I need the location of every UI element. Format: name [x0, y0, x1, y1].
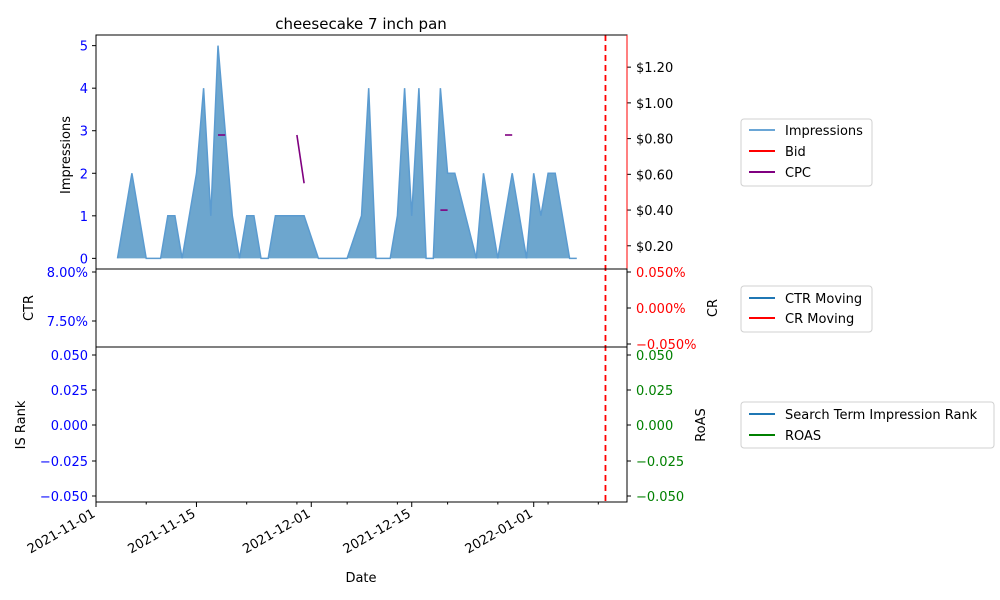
is-rank-tick-label: −0.050 [40, 490, 88, 505]
ctr-panel: 8.00% 7.50% 0.050% 0.000% −0.050% CTR CR [22, 266, 721, 353]
impressions-tick-label: 2 [80, 167, 88, 182]
ctr-tick-label: 8.00% [47, 266, 88, 281]
cpc-tick-label: $1.20 [636, 61, 673, 76]
cpc-series [218, 134, 513, 211]
roas-y-label: RoAS [694, 408, 709, 442]
is-rank-tick-label: −0.025 [40, 455, 88, 470]
legend-impressions-label: Impressions [785, 124, 863, 139]
roas-tick-label: −0.050 [636, 490, 684, 505]
x-tick-label: 2021-11-15 [126, 506, 199, 557]
impressions-panel: 0 1 2 3 4 5 $0.20 $0.40 $0.60 $0.80 $1.00 $1.20 Im… [59, 40, 673, 268]
is-rank-y-ticks: 0.050 0.025 0.000 −0.025 −0.050 [40, 349, 96, 505]
legend-ctr-label: CTR Moving [785, 292, 862, 307]
impressions-y-ticks: 0 1 2 3 4 5 [80, 40, 96, 267]
cr-y-ticks: 0.050% 0.000% −0.050% [627, 266, 696, 353]
cpc-tick-label: $0.20 [636, 240, 673, 255]
x-tick-label: 2022-01-01 [463, 506, 536, 557]
impressions-tick-label: 0 [80, 252, 88, 267]
impressions-tick-label: 1 [80, 210, 88, 225]
is-rank-y-label: IS Rank [14, 400, 29, 449]
roas-tick-label: −0.025 [636, 455, 684, 470]
ctr-y-label: CTR [22, 295, 37, 321]
impressions-tick-label: 4 [80, 82, 88, 97]
cpc-segment-1 [296, 134, 305, 184]
cr-tick-label: 0.000% [636, 302, 686, 317]
x-tick-label: 2021-11-01 [25, 506, 98, 557]
impressions-tick-label: 5 [80, 40, 88, 55]
x-axis-ticks: 2021-11-01 2021-11-15 2021-12-01 2021-12-15… [25, 502, 599, 557]
legend-3: Search Term Impression Rank ROAS [740, 401, 995, 449]
rank-axes-frame [95, 346, 628, 503]
is-rank-tick-label: 0.025 [51, 384, 88, 399]
legend-bid-label: Bid [785, 145, 806, 160]
impressions-tick-label: 3 [80, 125, 88, 140]
cpc-tick-label: $0.80 [636, 133, 673, 148]
x-tick-label: 2021-12-15 [341, 506, 414, 557]
roas-tick-label: 0.000 [636, 419, 673, 434]
cpc-tick-label: $0.60 [636, 168, 673, 183]
cr-tick-label: 0.050% [636, 266, 686, 281]
legend-2: CTR Moving CR Moving [740, 285, 873, 333]
legend-cr-label: CR Moving [785, 312, 854, 327]
x-axis-label: Date [345, 571, 376, 586]
legend-1: Impressions Bid CPC [740, 118, 873, 187]
ctr-axes-frame [95, 268, 628, 348]
impressions-y-label: Impressions [59, 116, 74, 194]
x-tick-label: 2021-12-01 [240, 506, 313, 557]
chart-title: cheesecake 7 inch pan [275, 15, 447, 33]
impressions-line [116, 45, 577, 260]
cpc-y-ticks: $0.20 $0.40 $0.60 $0.80 $1.00 $1.20 [627, 61, 673, 255]
roas-tick-label: 0.050 [636, 349, 673, 364]
roas-y-ticks: 0.050 0.025 0.000 −0.025 −0.050 [627, 349, 684, 505]
roas-tick-label: 0.025 [636, 384, 673, 399]
impressions-area [117, 45, 577, 259]
legend-cpc-label: CPC [785, 166, 811, 181]
ctr-y-ticks: 8.00% 7.50% [47, 266, 96, 330]
ctr-tick-label: 7.50% [47, 315, 88, 330]
legend-roas-label: ROAS [785, 429, 821, 444]
cpc-tick-label: $1.00 [636, 97, 673, 112]
is-rank-tick-label: 0.050 [51, 349, 88, 364]
cr-tick-label: −0.050% [636, 338, 696, 353]
cr-y-label: CR [706, 299, 721, 317]
legend-1-box [740, 118, 873, 187]
cpc-tick-label: $0.40 [636, 204, 673, 219]
legend-3-box [740, 401, 995, 449]
legend-is-rank-label: Search Term Impression Rank [785, 408, 978, 423]
is-rank-tick-label: 0.000 [51, 419, 88, 434]
